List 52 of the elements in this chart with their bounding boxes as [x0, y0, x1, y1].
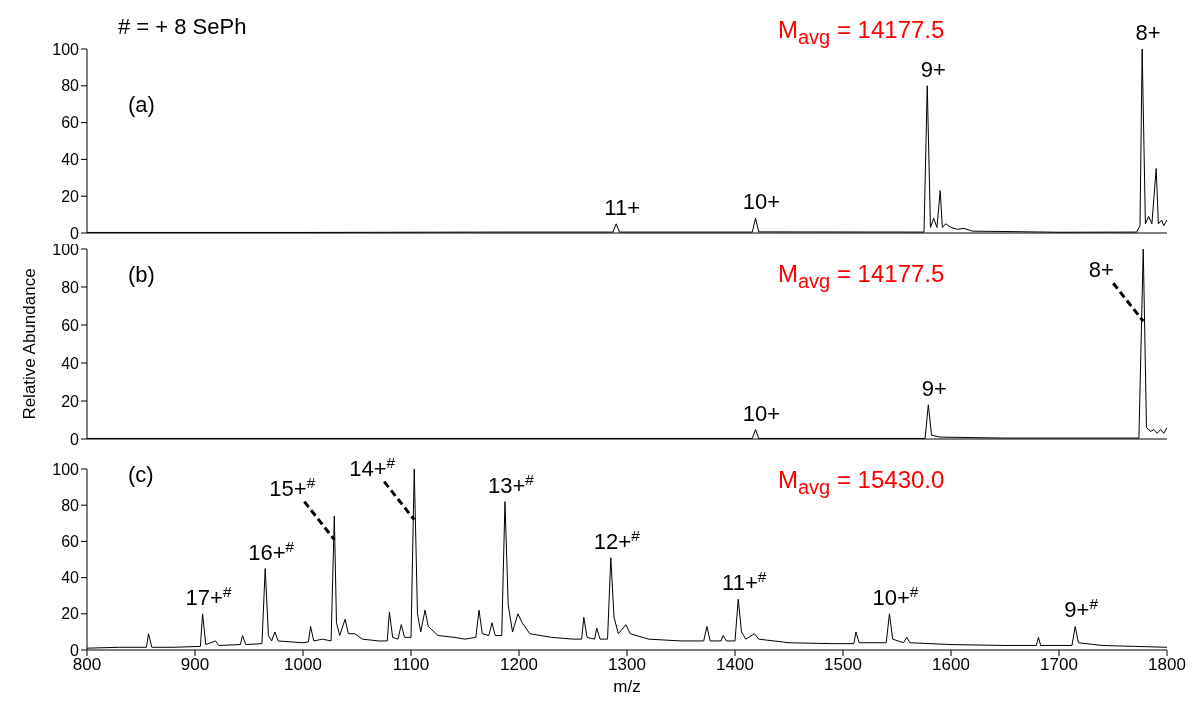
annotation: 9+ — [920, 56, 946, 82]
annotation: 10+ — [742, 400, 781, 426]
annotation: 13+$^{#}$ — [488, 470, 535, 498]
y-tick-label: 100 — [52, 40, 80, 58]
y-tick-label: 40 — [61, 569, 80, 587]
x-tick-label: 1400 — [716, 655, 754, 675]
y-axis-title: Relative Abundance — [20, 268, 40, 420]
x-tick-label: 1100 — [392, 655, 430, 675]
text: M$_{avg}$ = 14177.5 — [778, 260, 945, 294]
x-tick-label: 1200 — [500, 655, 538, 675]
annotation: 11+ — [604, 194, 641, 220]
y-tick-label: 80 — [61, 496, 80, 514]
y-tick-label: 60 — [61, 533, 80, 551]
annotation: 10+ — [742, 189, 781, 215]
text: # = + 8 SePh — [118, 14, 247, 40]
x-tick-label: 1300 — [608, 655, 646, 675]
annotation: 16+$^{#}$ — [248, 537, 295, 565]
annotation: 14+$^{#}$ — [349, 453, 396, 481]
y-tick-label: 20 — [61, 392, 80, 410]
y-tick-label: 100 — [52, 240, 80, 258]
y-tick-label: 0 — [70, 430, 80, 448]
x-tick-label: 1500 — [824, 655, 862, 675]
y-tick-label: 100 — [52, 460, 80, 478]
chart-subtitle: M$_{avg}$ = 14177.5 — [778, 16, 945, 50]
annotation: 15+$^{#}$ — [269, 473, 316, 501]
chart-title: (c) — [128, 462, 154, 488]
x-tick-label: 1700 — [1040, 655, 1078, 675]
x-tick-label: 1800 — [1148, 655, 1186, 675]
y-tick-label: 60 — [61, 316, 80, 334]
y-tick-label: 80 — [61, 77, 80, 95]
y-tick-label: 40 — [61, 354, 80, 372]
y-tick-label: 20 — [61, 187, 80, 205]
x-tick-label: 1000 — [284, 655, 322, 675]
annotation: 8+ — [1088, 257, 1114, 283]
annotation: 10+$^{#}$ — [872, 582, 919, 610]
annotation: 9+ — [921, 375, 947, 401]
x-tick-label: 1600 — [932, 655, 970, 675]
x-axis-title: m/z — [613, 677, 641, 696]
y-tick-label: 80 — [61, 278, 80, 296]
annotation: 8+ — [1135, 20, 1161, 45]
annotation: 17+$^{#}$ — [185, 582, 232, 610]
y-tick-label: 40 — [61, 151, 80, 169]
y-tick-label: 20 — [61, 605, 80, 623]
text: (a) — [128, 92, 155, 118]
y-tick-label: 60 — [61, 114, 80, 132]
chart-subtitle: M$_{avg}$ = 15430.0 — [778, 466, 945, 500]
annotation: 11+$^{#}$ — [722, 567, 767, 596]
annotation: 12+$^{#}$ — [593, 526, 641, 554]
text: (b) — [128, 262, 155, 288]
y-tick-label: 0 — [70, 224, 80, 242]
annotation: 9+$^{#}$ — [1064, 594, 1099, 623]
x-tick-label: 900 — [180, 655, 210, 675]
